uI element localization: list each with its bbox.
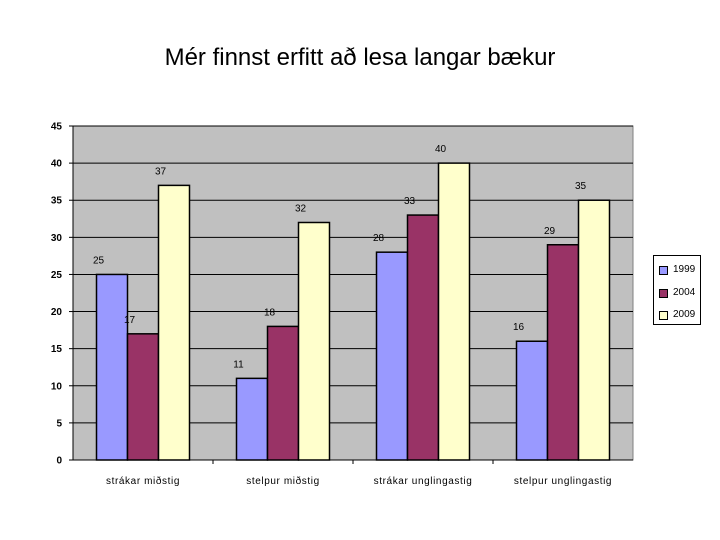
y-tick-label: 25: [51, 270, 63, 281]
data-label-2004-3: 33: [404, 196, 416, 207]
bar-2004-2: [266, 325, 300, 461]
data-label-2009-1: 37: [155, 166, 167, 177]
y-tick-label: 10: [51, 381, 63, 392]
legend-label-2004: 2004: [673, 287, 696, 298]
bar-1999-2: [235, 377, 269, 461]
data-label-2004-2: 18: [264, 307, 276, 318]
legend: 1999 2004 2009: [653, 255, 701, 325]
bar-2004-1: [126, 333, 160, 461]
legend-swatch-2009: [659, 311, 668, 320]
y-tick-label: 0: [56, 456, 62, 467]
chart-title: Mér finnst erfitt að lesa langar bækur: [164, 44, 556, 71]
bar-2009-2: [297, 221, 331, 461]
bar-1999-4: [515, 340, 549, 461]
legend-swatch-2004: [659, 289, 668, 298]
y-tick-label: 40: [51, 159, 63, 170]
y-tick-label: 20: [51, 307, 63, 318]
data-label-1999-3: 28: [373, 233, 385, 244]
legend-label-1999: 1999: [673, 264, 696, 275]
bar-2009-3: [437, 162, 471, 461]
data-label-1999-1: 25: [93, 255, 105, 266]
data-label-2004-1: 17: [124, 315, 136, 326]
legend-swatch-1999: [659, 266, 668, 275]
x-category-label: stelpur unglingastig: [514, 476, 612, 487]
bar-1999-1: [95, 273, 129, 461]
bar-2009-4: [577, 199, 611, 461]
x-category-label: strákar unglingastig: [374, 476, 473, 487]
x-category-label: strákar miðstig: [106, 475, 180, 487]
data-label-2009-4: 35: [575, 181, 587, 192]
data-label-2009-2: 32: [295, 203, 307, 214]
bar-1999-3: [375, 251, 409, 461]
bar-2004-3: [406, 214, 440, 461]
data-label-2004-4: 29: [544, 226, 556, 237]
data-label-1999-4: 16: [513, 322, 525, 333]
y-tick-label: 30: [51, 233, 63, 244]
y-tick-label: 5: [56, 418, 62, 429]
data-label-2009-3: 40: [435, 144, 447, 155]
x-category-label: stelpur miðstig: [246, 475, 319, 487]
legend-label-2009: 2009: [673, 309, 696, 320]
y-tick-label: 15: [51, 344, 63, 355]
data-label-1999-2: 11: [233, 359, 244, 370]
y-tick-label: 35: [51, 196, 63, 207]
bar-2009-1: [157, 184, 191, 461]
y-tick-label: 45: [51, 122, 63, 133]
bar-2004-4: [546, 244, 580, 461]
